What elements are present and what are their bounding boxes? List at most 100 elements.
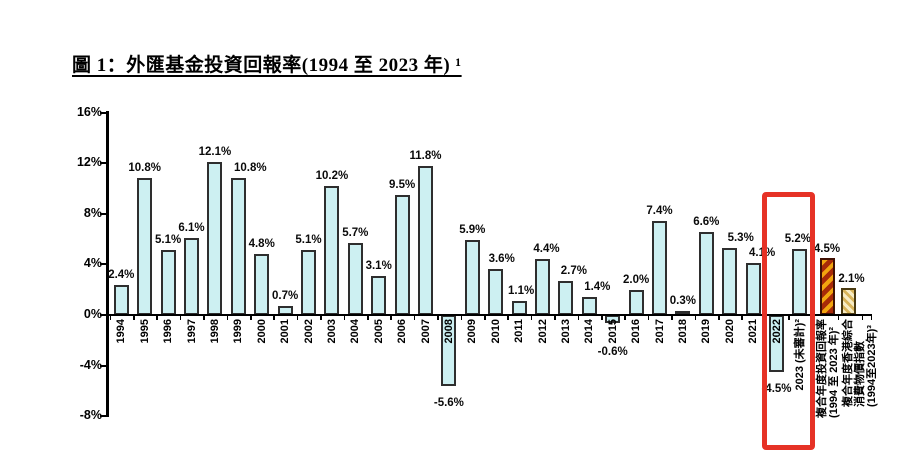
bar-value-label: 3.1% (365, 259, 392, 272)
bar-value-label: -5.6% (433, 396, 464, 409)
x-axis-label: 1998 (208, 319, 221, 344)
bar-value-label: 5.7% (342, 226, 369, 239)
y-axis-label: 4% (83, 256, 102, 271)
x-axis-tick (741, 315, 743, 320)
x-axis-tick (133, 315, 135, 320)
bar-2007 (418, 165, 433, 315)
x-axis-tick (484, 315, 486, 320)
bar-2003 (324, 185, 340, 315)
x-axis-label: 2011 (513, 319, 526, 343)
x-axis-label: 1995 (138, 319, 151, 344)
bar-1996 (160, 250, 176, 315)
bar-value-label: 4.5% (813, 243, 841, 256)
x-axis-tick (413, 315, 416, 320)
x-axis-tick (179, 315, 182, 320)
bar-2012 (535, 259, 550, 315)
bar-value-label: 9.5% (388, 178, 416, 191)
bar-value-label: 2.4% (108, 268, 135, 281)
x-axis-label: 2003 (325, 319, 338, 344)
bar-value-label: 10.8% (233, 162, 267, 175)
y-axis-label: 12% (76, 155, 102, 170)
x-axis-tick (624, 315, 626, 320)
x-axis-label: 1996 (162, 319, 175, 344)
x-axis-label: 2021 (747, 319, 760, 344)
bar-value-label: 4.8% (248, 238, 275, 251)
x-axis-tick (460, 315, 463, 320)
bar-2000 (254, 254, 270, 315)
x-axis-label-compound-return: 複合年度投資回報率 (1994 至 2023 年)² (816, 319, 840, 418)
bar-value-label: 4.4% (533, 243, 560, 256)
figure-title: 圖 1：外匯基金投資回報率(1994 至 2023 年) ¹ (72, 55, 462, 76)
x-axis-label: 1997 (185, 319, 198, 344)
bar-value-label: 5.2% (784, 233, 811, 246)
x-axis-label: 2010 (489, 319, 502, 344)
x-axis-tick (870, 315, 873, 320)
x-axis-tick (530, 315, 533, 320)
bar-2014 (581, 297, 597, 315)
x-axis-tick (367, 315, 369, 320)
y-axis-tick (100, 415, 106, 418)
x-axis-tick (203, 315, 205, 320)
x-axis-tick (320, 315, 322, 320)
x-axis-tick (671, 315, 673, 320)
bar-value-label: 10.2% (315, 169, 349, 182)
bar-value-label: -4.5% (761, 382, 792, 395)
bar-2020 (722, 247, 738, 315)
x-axis-line (106, 313, 872, 317)
bar-2010 (488, 269, 504, 315)
y-axis-label: 0% (83, 307, 102, 321)
x-axis-label: 2001 (279, 319, 292, 344)
bar-value-label: 2.0% (622, 273, 650, 286)
x-axis-tick (390, 315, 392, 320)
x-axis-tick (296, 315, 299, 320)
x-axis-tick (437, 315, 439, 320)
x-axis-label: 2006 (396, 319, 409, 344)
x-axis-tick (788, 315, 790, 320)
x-axis-label-compound-cpi: 複合年度香港綜合 消費物價指數 (1994至2023年)³ (842, 319, 878, 407)
bar-2013 (558, 280, 574, 315)
bar-value-label: 3.6% (488, 253, 515, 266)
bar-value-label: 7.4% (646, 205, 673, 218)
y-axis-tick (100, 364, 106, 367)
x-axis-tick (647, 315, 650, 320)
bar-value-label: 5.3% (727, 231, 754, 244)
x-axis-label: 2000 (255, 319, 268, 344)
y-axis-tick (100, 314, 106, 316)
x-axis-label: 2013 (559, 319, 572, 344)
bar-value-label: 5.9% (459, 224, 486, 237)
bar-2004 (347, 242, 363, 315)
x-axis-tick (507, 315, 509, 320)
x-axis-label: 2018 (676, 319, 689, 344)
x-axis-label: 2005 (372, 319, 385, 344)
y-axis-label: 8% (83, 205, 102, 220)
bar-1994 (113, 284, 129, 315)
x-axis-tick (554, 315, 556, 320)
bar-value-label: 11.8% (409, 149, 442, 162)
bar-2016 (628, 289, 644, 315)
bar-value-label: 2.1% (838, 273, 865, 286)
y-axis-label: 16% (76, 104, 102, 119)
y-axis-label: -4% (79, 357, 102, 372)
x-axis-tick (601, 315, 603, 320)
bar-2002 (301, 250, 316, 315)
x-axis-tick (250, 315, 252, 320)
x-axis-tick (861, 315, 864, 320)
bar-2019 (698, 231, 714, 315)
bar-1999 (230, 178, 246, 315)
x-axis-label: 2020 (723, 319, 736, 344)
y-axis-tick (100, 212, 106, 215)
highlight-box (762, 192, 815, 450)
x-axis-label: 2014 (583, 319, 596, 344)
y-axis-tick (100, 263, 106, 266)
x-axis-tick (577, 315, 580, 320)
bar-1997 (184, 237, 199, 315)
x-axis-label: 2002 (302, 319, 315, 344)
x-axis-tick (343, 315, 346, 320)
x-axis-label: 2016 (630, 319, 643, 344)
bar-2006 (394, 194, 410, 315)
y-axis-line (106, 111, 109, 417)
x-axis-label: 2007 (419, 319, 432, 344)
x-axis-label: 2008 (442, 319, 455, 344)
